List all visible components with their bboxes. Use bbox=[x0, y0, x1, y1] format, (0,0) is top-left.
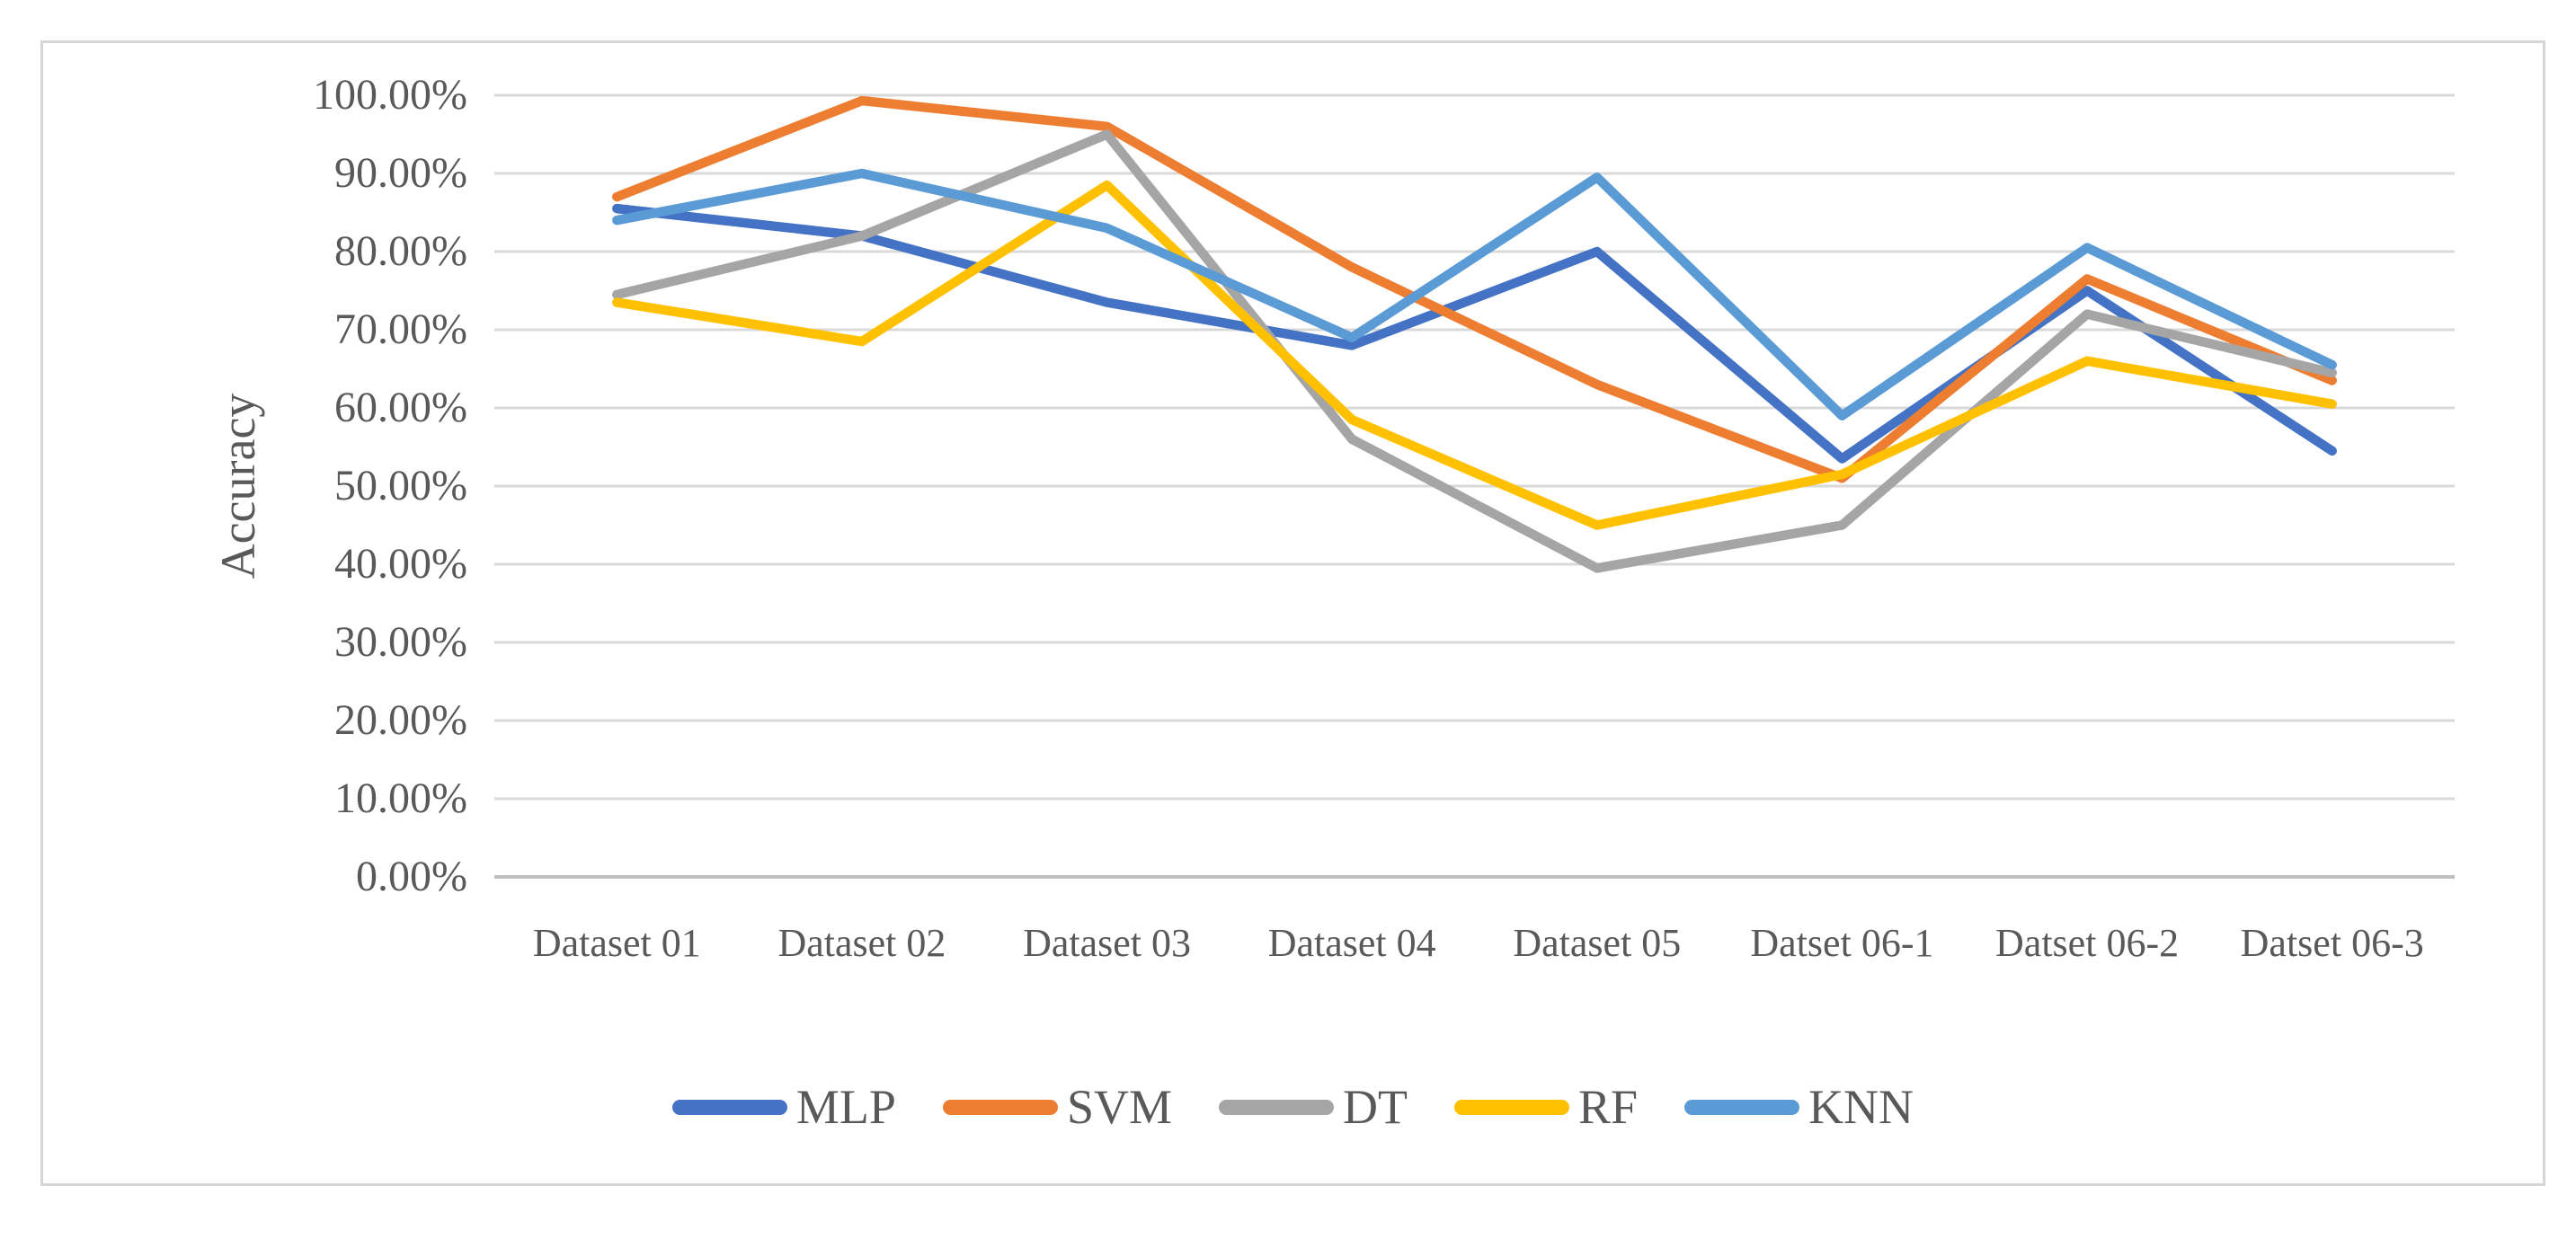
y-tick-label: 60.00% bbox=[334, 384, 467, 431]
y-tick-label: 80.00% bbox=[334, 227, 467, 275]
x-category-label: Dataset 01 bbox=[532, 921, 701, 965]
y-tick-label: 100.00% bbox=[313, 71, 467, 119]
y-tick-label: 90.00% bbox=[334, 149, 467, 197]
legend-swatch-dt bbox=[1219, 1099, 1335, 1115]
legend-swatch-svm bbox=[942, 1099, 1058, 1115]
y-tick-label: 40.00% bbox=[334, 540, 467, 588]
series-line-knn bbox=[612, 168, 2337, 420]
legend-label: MLP bbox=[795, 1080, 896, 1134]
legend-swatch-rf bbox=[1454, 1099, 1569, 1115]
x-category-label: Dataset 05 bbox=[1513, 921, 1682, 965]
legend-item-rf: RF bbox=[1454, 1079, 1638, 1135]
series-line-mlp bbox=[612, 203, 2337, 464]
legend-item-knn: KNN bbox=[1684, 1079, 1914, 1135]
legend-item-svm: SVM bbox=[942, 1079, 1173, 1135]
chart-legend: MLP SVM DT RF KNN bbox=[40, 1076, 2545, 1137]
y-tick-label: 10.00% bbox=[334, 774, 467, 822]
x-category-label: Datset 06-1 bbox=[1750, 921, 1934, 965]
y-tick-label: 0.00% bbox=[356, 853, 467, 900]
legend-item-mlp: MLP bbox=[671, 1079, 896, 1135]
y-tick-label: 70.00% bbox=[334, 305, 467, 353]
legend-label: RF bbox=[1578, 1080, 1639, 1134]
x-category-label: Datset 06-2 bbox=[1995, 921, 2180, 965]
legend-item-dt: DT bbox=[1219, 1079, 1408, 1135]
y-tick-label: 20.00% bbox=[334, 696, 467, 744]
x-category-label: Dataset 02 bbox=[777, 921, 946, 965]
y-tick-label: 30.00% bbox=[334, 618, 467, 666]
series-line-dt bbox=[612, 129, 2337, 573]
x-category-label: Dataset 03 bbox=[1023, 921, 1192, 965]
legend-swatch-knn bbox=[1684, 1099, 1800, 1115]
legend-swatch-mlp bbox=[671, 1099, 787, 1115]
series-line-svm bbox=[612, 95, 2337, 483]
legend-label: KNN bbox=[1808, 1080, 1914, 1134]
y-tick-label: 50.00% bbox=[334, 462, 467, 509]
legend-label: DT bbox=[1343, 1080, 1408, 1134]
x-category-label: Dataset 04 bbox=[1267, 921, 1436, 965]
legend-label: SVM bbox=[1066, 1080, 1173, 1134]
series-line-rf bbox=[612, 180, 2337, 530]
x-category-label: Datset 06-3 bbox=[2240, 921, 2424, 965]
